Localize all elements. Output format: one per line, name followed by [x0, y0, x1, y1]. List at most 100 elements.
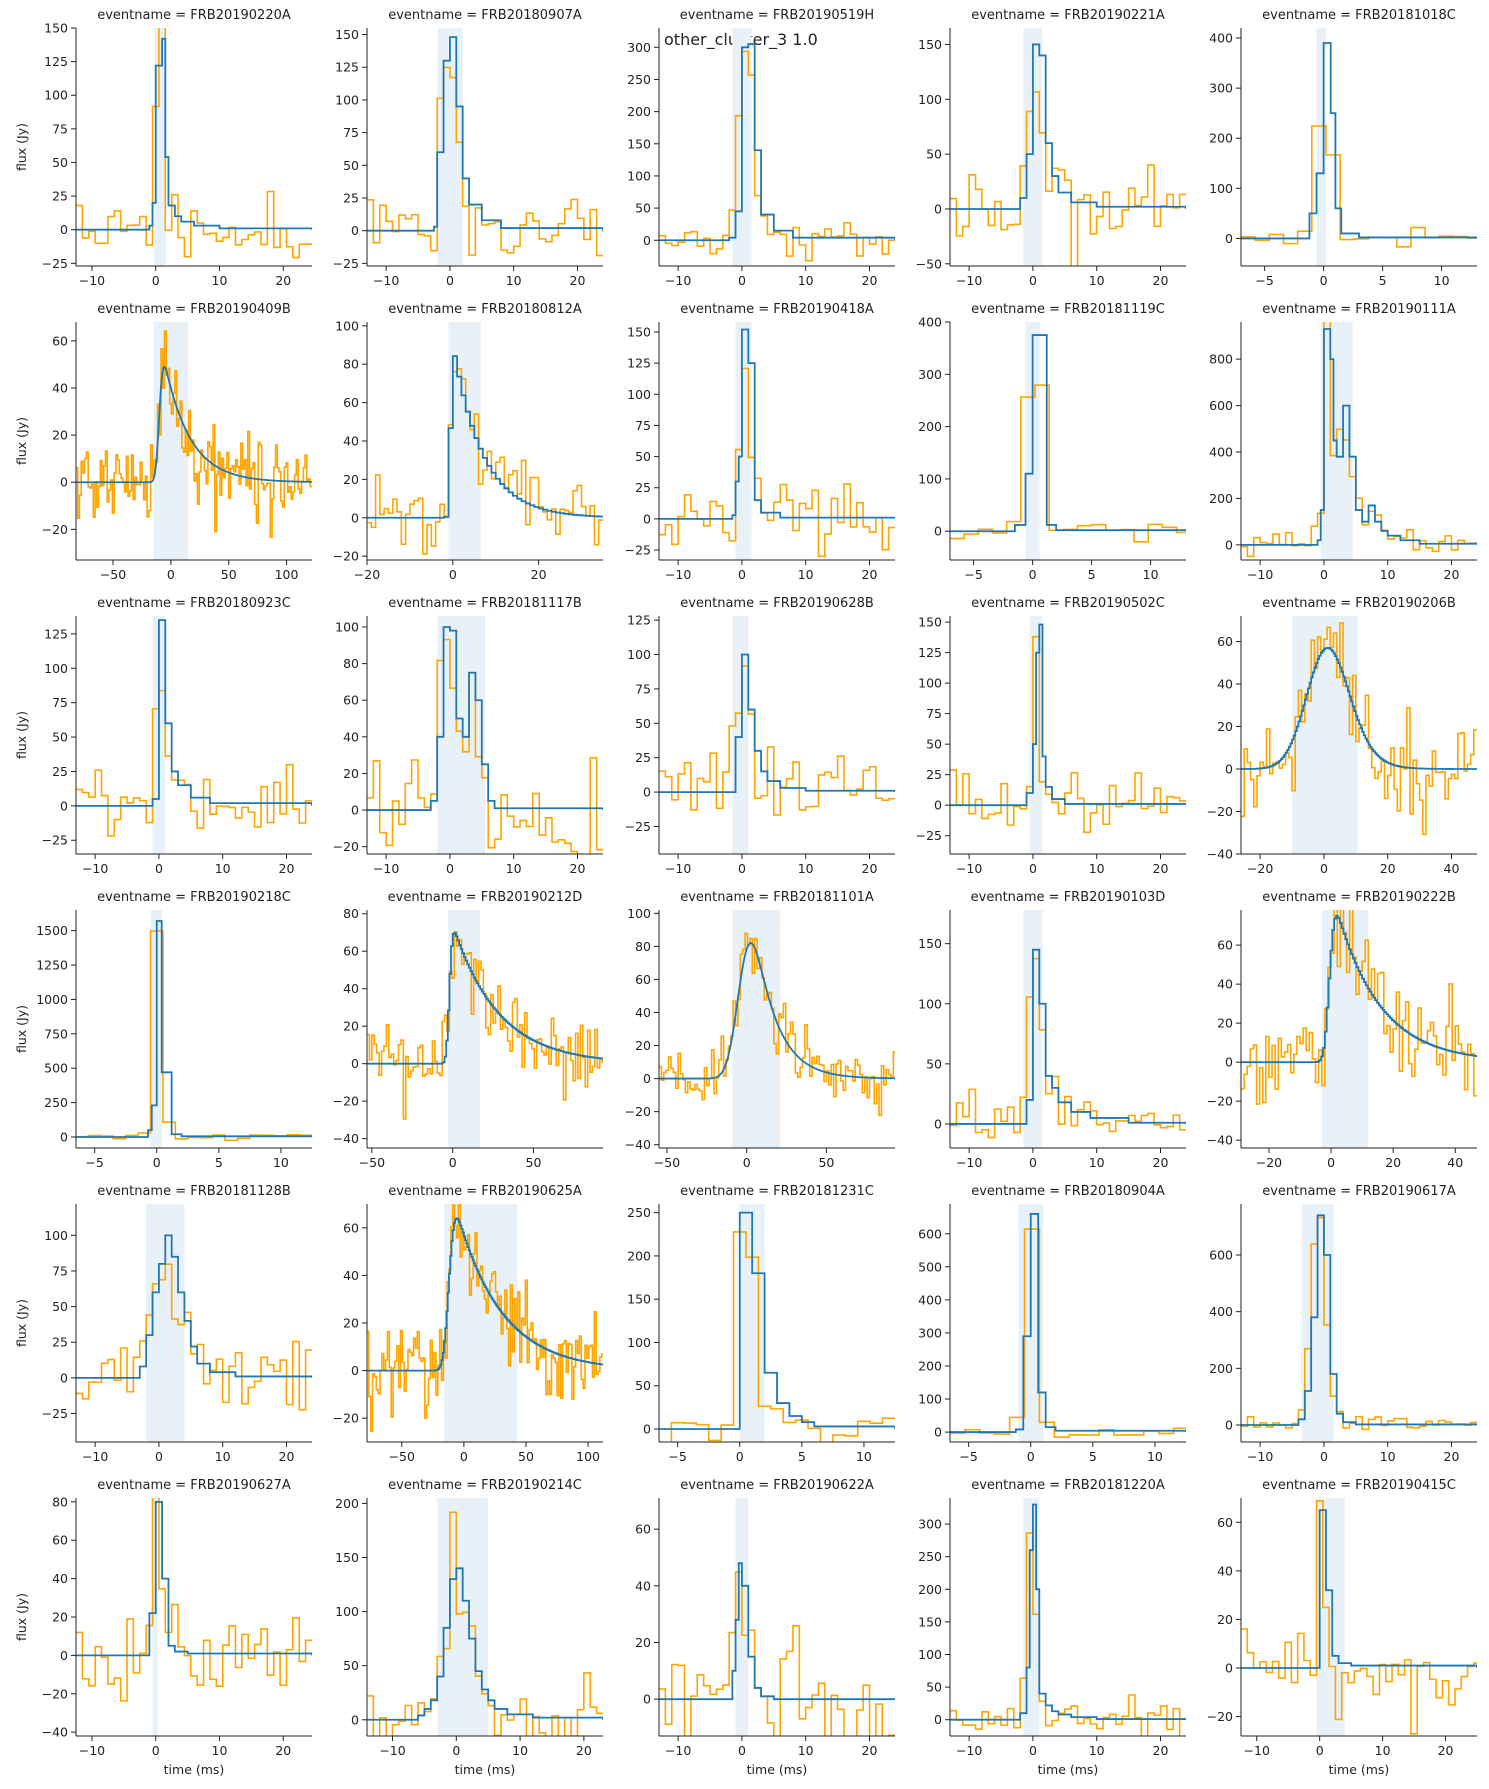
- model-series: [950, 334, 1186, 533]
- y-tick-label: 40: [343, 981, 359, 996]
- x-tick-label: 0: [1320, 861, 1328, 876]
- panel-title: eventname = FRB20190625A: [388, 1184, 582, 1199]
- panel-title: eventname = FRB20190622A: [680, 1478, 874, 1493]
- y-tick-label: −20: [333, 839, 359, 854]
- model-series: [659, 1562, 895, 1701]
- observed-series: [76, 689, 312, 837]
- y-tick-label: 50: [926, 737, 942, 752]
- x-tick-label: 5: [798, 1449, 806, 1464]
- x-tick-label: 10: [506, 861, 522, 876]
- y-tick-label: 500: [918, 1259, 942, 1274]
- y-tick-label: 300: [627, 40, 651, 55]
- y-tick-label: −20: [625, 1104, 651, 1119]
- y-tick-label: −40: [42, 1725, 68, 1740]
- y-tick-label: 400: [918, 1292, 942, 1307]
- observed-series: [950, 957, 1186, 1139]
- y-tick-label: 0: [934, 1712, 942, 1727]
- y-tick-label: 50: [635, 449, 651, 464]
- x-tick-label: 20: [279, 861, 295, 876]
- y-tick-label: 400: [1209, 31, 1233, 46]
- model-series: [659, 653, 895, 793]
- model-series: [659, 1211, 895, 1430]
- y-tick-label: 100: [1209, 181, 1233, 196]
- x-tick-label: 20: [862, 273, 878, 288]
- y-tick-label: 0: [1225, 1055, 1233, 1070]
- model-series: [76, 920, 312, 1138]
- panel-2: eventname = FRB20190519H−10 0 10 2005010015…: [627, 8, 895, 288]
- x-tick-label: 20: [1153, 273, 1169, 288]
- y-tick-label: 800: [1209, 352, 1233, 367]
- y-tick-label: 100: [44, 88, 68, 103]
- model-series: [76, 37, 312, 231]
- y-tick-label: 100: [627, 647, 651, 662]
- x-tick-label: −10: [379, 1743, 405, 1758]
- x-axis-label: time (ms): [455, 1762, 516, 1777]
- y-tick-label: 75: [52, 121, 68, 136]
- panel-title: eventname = FRB20190415C: [1262, 1478, 1456, 1493]
- x-tick-label: 0: [152, 1743, 160, 1758]
- model-series: [950, 1503, 1186, 1721]
- x-tick-label: 0: [738, 273, 746, 288]
- y-tick-label: 75: [52, 695, 68, 710]
- y-tick-label: −20: [333, 549, 359, 564]
- x-tick-label: 20: [1385, 1155, 1401, 1170]
- panel-title: eventname = FRB20190218C: [97, 890, 291, 905]
- y-tick-label: 200: [627, 104, 651, 119]
- x-tick-label: 20: [1153, 861, 1169, 876]
- x-tick-label: 0: [155, 861, 163, 876]
- x-tick-label: 10: [798, 1743, 814, 1758]
- y-tick-label: 20: [52, 428, 68, 443]
- burst-window: [1321, 910, 1369, 1148]
- y-tick-label: −20: [42, 1686, 68, 1701]
- panel-grid: eventname = FRB20190220A−10 0 10 20−2502550…: [14, 8, 1477, 1777]
- x-tick-label: 0: [1029, 273, 1037, 288]
- burst-window: [448, 322, 481, 560]
- panel-27: eventname = FRB20190622A −10 0 10 20 0 20 40 60 t…: [635, 1478, 895, 1777]
- y-tick-label: 250: [627, 1205, 651, 1220]
- x-tick-label: −10: [79, 273, 105, 288]
- model-series: [950, 623, 1186, 807]
- observed-series: [76, 1263, 312, 1411]
- panel-24: eventname = FRB20190617A−10 0 10 2002004006…: [1209, 1184, 1477, 1464]
- observed-series: [950, 1532, 1181, 1736]
- model-series: [76, 365, 312, 484]
- observed-series: [76, 28, 312, 259]
- panel-title: eventname = FRB20180904A: [971, 1184, 1165, 1199]
- y-tick-label: 25: [635, 750, 651, 765]
- x-tick-label: −50: [359, 1155, 385, 1170]
- y-tick-label: 0: [643, 511, 651, 526]
- x-tick-label: 20: [570, 273, 586, 288]
- panel-title: eventname = FRB20181231C: [680, 1184, 874, 1199]
- x-tick-label: 50: [518, 1449, 534, 1464]
- y-tick-label: 0: [1225, 537, 1233, 552]
- x-tick-label: 10: [1380, 567, 1396, 582]
- y-tick-label: −20: [1207, 1094, 1233, 1109]
- y-tick-label: 20: [635, 1635, 651, 1650]
- y-tick-label: 40: [635, 1578, 651, 1593]
- y-tick-label: 125: [44, 626, 68, 641]
- y-tick-label: −25: [625, 819, 651, 834]
- x-tick-label: 0: [738, 567, 746, 582]
- y-tick-label: 300: [918, 1325, 942, 1340]
- model-series: [1241, 42, 1477, 240]
- x-tick-label: 20: [862, 861, 878, 876]
- y-tick-label: −40: [1207, 847, 1233, 862]
- y-tick-label: 0: [351, 223, 359, 238]
- y-tick-label: 300: [1209, 81, 1233, 96]
- y-tick-label: 100: [627, 168, 651, 183]
- y-tick-label: 1250: [36, 958, 68, 973]
- y-tick-label: 20: [1217, 719, 1233, 734]
- x-tick-label: −10: [665, 1743, 691, 1758]
- y-tick-label: 100: [918, 996, 942, 1011]
- x-tick-label: −10: [665, 567, 691, 582]
- panel-title: eventname = FRB20181220A: [971, 1478, 1165, 1493]
- y-tick-label: 100: [627, 1335, 651, 1350]
- y-tick-label: −25: [916, 828, 942, 843]
- y-tick-label: 60: [1217, 1515, 1233, 1530]
- model-series: [950, 948, 1186, 1125]
- y-tick-label: 0: [60, 1129, 68, 1144]
- y-tick-label: 50: [635, 716, 651, 731]
- x-tick-label: 0: [167, 567, 175, 582]
- observed-series: [659, 665, 895, 816]
- x-tick-label: −10: [665, 861, 691, 876]
